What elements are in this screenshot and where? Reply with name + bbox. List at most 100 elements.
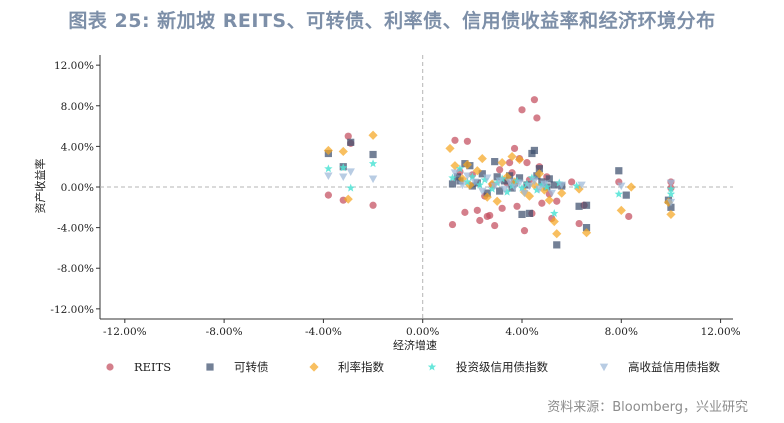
data-point xyxy=(537,180,547,189)
data-point xyxy=(507,151,517,162)
data-point xyxy=(461,208,469,216)
chart-title: 图表 25: 新加坡 REITS、可转债、利率债、信用债收益率和经济环境分布 xyxy=(68,10,716,32)
data-point xyxy=(498,204,506,212)
data-point xyxy=(532,185,542,194)
data-point xyxy=(496,187,504,195)
legend-label: REITS xyxy=(134,360,171,374)
data-point xyxy=(502,187,512,196)
data-point xyxy=(625,212,633,221)
data-point xyxy=(490,182,499,191)
data-point xyxy=(450,161,460,171)
legend-label: 可转债 xyxy=(234,360,269,374)
data-point xyxy=(663,197,674,207)
data-point xyxy=(496,166,504,174)
data-point xyxy=(462,160,472,170)
data-point xyxy=(491,158,499,166)
data-point xyxy=(518,106,526,114)
data-point xyxy=(614,189,623,198)
data-point xyxy=(518,210,526,219)
data-point xyxy=(463,172,472,181)
data-point xyxy=(478,187,487,196)
x-tick-label: 4.00% xyxy=(505,326,538,338)
data-point xyxy=(482,192,492,202)
data-point xyxy=(475,180,484,189)
x-tick-label: -12.00% xyxy=(103,326,147,338)
data-point xyxy=(478,170,486,178)
data-point xyxy=(535,165,543,173)
data-point xyxy=(472,166,482,176)
data-point xyxy=(535,185,544,194)
data-point xyxy=(445,143,455,154)
data-point xyxy=(553,241,561,249)
data-point xyxy=(549,216,559,227)
data-point xyxy=(346,183,355,192)
data-point xyxy=(463,137,471,145)
legend-label: 高收益信用债指数 xyxy=(628,360,720,374)
axes xyxy=(96,55,733,323)
data-point xyxy=(369,150,377,159)
data-point xyxy=(557,188,567,198)
data-point xyxy=(505,178,514,187)
data-point xyxy=(323,145,333,156)
source-note: 资料来源：Bloomberg，兴业研究 xyxy=(547,400,748,415)
data-point xyxy=(470,178,480,187)
data-point xyxy=(463,177,472,186)
data-point xyxy=(501,177,509,185)
y-tick-label: 0.00% xyxy=(61,182,94,194)
data-point xyxy=(530,146,539,155)
data-point xyxy=(572,181,581,190)
legend-marker xyxy=(599,363,609,372)
data-point xyxy=(520,189,529,198)
data-point xyxy=(513,202,521,210)
data-point xyxy=(488,184,497,193)
data-point xyxy=(510,183,519,192)
legend-marker xyxy=(106,363,114,371)
y-tick-label: 8.00% xyxy=(61,101,94,113)
legend-marker xyxy=(427,362,437,371)
data-point xyxy=(533,114,541,122)
data-point xyxy=(510,144,519,153)
data-point xyxy=(344,132,352,140)
data-point xyxy=(473,179,481,187)
y-tick-label: 4.00% xyxy=(61,141,94,153)
data-point xyxy=(450,169,460,177)
data-point xyxy=(550,181,558,189)
data-point xyxy=(495,177,504,186)
data-point xyxy=(667,203,675,211)
data-point xyxy=(448,173,457,182)
data-point xyxy=(505,159,514,167)
data-point xyxy=(545,175,553,183)
data-point xyxy=(473,206,481,214)
data-point xyxy=(538,199,546,207)
data-point xyxy=(368,130,378,140)
data-point xyxy=(517,183,527,192)
data-point xyxy=(666,189,676,198)
data-point xyxy=(468,172,477,181)
data-points xyxy=(323,96,676,249)
y-tick-label: -4.00% xyxy=(57,223,94,235)
data-point xyxy=(626,182,636,192)
data-point xyxy=(343,194,353,204)
data-point xyxy=(491,221,499,230)
data-point xyxy=(339,163,348,172)
data-point xyxy=(448,220,457,229)
data-point xyxy=(581,228,592,238)
x-tick-label: 12.00% xyxy=(701,326,741,338)
data-point xyxy=(451,136,459,144)
data-point xyxy=(557,181,566,190)
data-point xyxy=(486,211,494,220)
data-point xyxy=(544,195,554,205)
y-tick-label: 12.00% xyxy=(54,60,94,72)
y-axis-label: 资产收益率 xyxy=(33,159,47,214)
x-tick-label: 8.00% xyxy=(605,326,638,338)
data-point xyxy=(476,216,484,225)
x-axis-label: 经济增速 xyxy=(393,338,437,352)
data-point xyxy=(500,185,509,194)
series-triangle-down xyxy=(324,168,676,207)
data-point xyxy=(508,184,516,192)
data-point xyxy=(368,159,378,168)
x-tick-label: 0.00% xyxy=(406,326,439,338)
data-point xyxy=(525,209,534,217)
data-point xyxy=(523,159,531,167)
data-point xyxy=(617,182,626,191)
